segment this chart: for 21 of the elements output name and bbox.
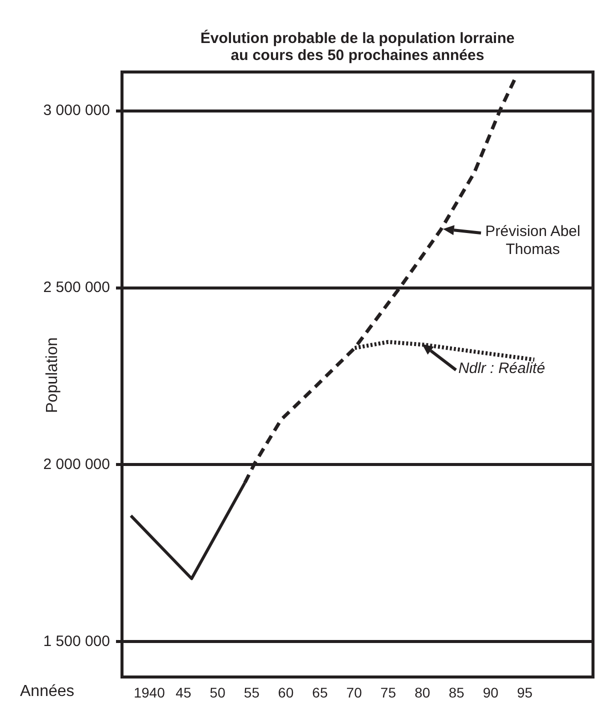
x-axis-title: Années [20, 683, 74, 701]
annotation: Ndlr : Réalité [458, 360, 546, 378]
annotation: Prévision Abel Thomas [484, 223, 582, 260]
x-tick-label: 85 [448, 684, 464, 700]
x-tick-label: 45 [176, 684, 192, 700]
y-tick-label: 3 000 000 [43, 102, 110, 120]
x-tick-label: 60 [278, 684, 294, 700]
chart-title: Évolution probable de la population lorraine au cours des 50 prochaines années [199, 30, 516, 64]
x-tick-label: 90 [482, 684, 499, 700]
x-tick-label: 70 [346, 684, 362, 700]
x-tick-label: 80 [414, 684, 430, 700]
x-tick-label: 55 [244, 684, 260, 700]
y-tick-label: 2 000 000 [43, 456, 110, 473]
y-axis-title: Population [44, 336, 62, 412]
x-tick-label: 1940 [134, 684, 166, 700]
x-tick-label: 75 [380, 684, 396, 700]
x-tick-label: 50 [210, 684, 226, 700]
y-tick-label: 2 500 000 [43, 278, 110, 296]
y-tick-label: 1 500 000 [43, 632, 110, 650]
x-tick-label: 65 [312, 684, 328, 700]
x-tick-label: 95 [516, 684, 533, 700]
